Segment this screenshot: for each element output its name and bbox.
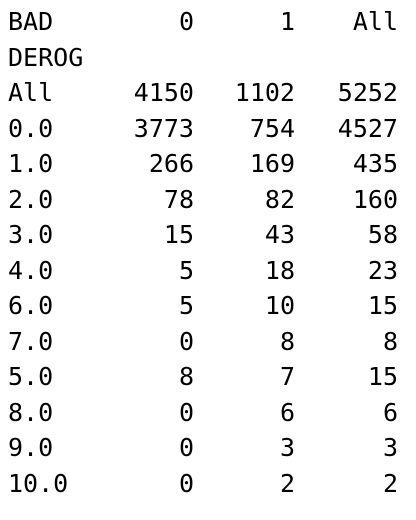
row-header-name: DEROG xyxy=(8,42,84,72)
row-index: 5.0 xyxy=(8,362,54,391)
cell-bad-0: 266 xyxy=(148,149,194,178)
cell-bad-0: 3773 xyxy=(133,113,194,143)
row-index: 3.0 xyxy=(8,220,54,249)
column-header-1: 1 xyxy=(279,7,295,36)
row-index: 8.0 xyxy=(8,397,54,427)
cell-all: 4527 xyxy=(337,113,398,143)
cell-all: 8 xyxy=(382,326,398,356)
cell-all: 3 xyxy=(382,433,398,462)
table-row: 0.0 3773 754 4527 xyxy=(8,111,398,147)
row-index: 6.0 xyxy=(8,291,54,320)
table-row: 3.0 15 43 58 xyxy=(8,217,398,253)
cell-all: 23 xyxy=(367,255,398,285)
row-index: All xyxy=(8,78,54,107)
cell-bad-0: 78 xyxy=(163,184,194,214)
cell-bad-1: 6 xyxy=(279,397,295,427)
table-row: 4.0 5 18 23 xyxy=(8,253,398,289)
table-row: 2.0 78 82 160 xyxy=(8,182,398,218)
cell-bad-1: 43 xyxy=(264,220,295,249)
cell-all: 160 xyxy=(352,184,398,214)
table-row: 8.0 0 6 6 xyxy=(8,395,398,431)
table-row: 1.0 266 169 435 xyxy=(8,146,398,182)
cell-bad-0: 8 xyxy=(178,362,194,391)
column-header-0: 0 xyxy=(178,7,194,36)
table-row: 7.0 0 8 8 xyxy=(8,324,398,360)
table-row: 5.0 8 7 15 xyxy=(8,359,398,395)
crosstab-output: BAD 0 1 All DEROG All 4150 1102 5252 0.0 3773… xyxy=(8,4,398,501)
table-row: 9.0 0 3 3 xyxy=(8,430,398,466)
cell-bad-1: 82 xyxy=(264,184,295,214)
row-header-row: DEROG xyxy=(8,40,398,76)
table-body: All 4150 1102 5252 0.0 3773 754 4527 1.0 266 169 43… xyxy=(8,75,398,501)
cell-bad-1: 8 xyxy=(279,326,295,356)
column-header-all: All xyxy=(352,7,398,36)
cell-bad-1: 1102 xyxy=(234,78,295,107)
cell-bad-0: 15 xyxy=(163,220,194,249)
cell-all: 5252 xyxy=(337,78,398,107)
cell-all: 435 xyxy=(352,149,398,178)
row-index: 10.0 xyxy=(8,468,69,498)
cell-all: 6 xyxy=(382,397,398,427)
table-row: All 4150 1102 5252 xyxy=(8,75,398,111)
table-row: 6.0 5 10 15 xyxy=(8,288,398,324)
cell-all: 2 xyxy=(382,468,398,498)
cell-bad-0: 0 xyxy=(178,468,194,498)
table-row: 10.0 0 2 2 xyxy=(8,466,398,502)
row-index: 2.0 xyxy=(8,184,54,214)
cell-all: 15 xyxy=(367,362,398,391)
cell-bad-0: 5 xyxy=(178,291,194,320)
row-index: 1.0 xyxy=(8,149,54,178)
row-index: 4.0 xyxy=(8,255,54,285)
row-index: 7.0 xyxy=(8,326,54,356)
cell-bad-1: 169 xyxy=(249,149,295,178)
cell-bad-0: 0 xyxy=(178,433,194,462)
cell-bad-1: 10 xyxy=(264,291,295,320)
row-index: 9.0 xyxy=(8,433,54,462)
cell-bad-1: 2 xyxy=(279,468,295,498)
column-header-name: BAD xyxy=(8,7,54,36)
column-header-row: BAD 0 1 All xyxy=(8,4,398,40)
cell-bad-0: 0 xyxy=(178,326,194,356)
cell-bad-0: 5 xyxy=(178,255,194,285)
cell-bad-0: 4150 xyxy=(133,78,194,107)
cell-bad-1: 3 xyxy=(279,433,295,462)
cell-bad-1: 18 xyxy=(264,255,295,285)
row-index: 0.0 xyxy=(8,113,54,143)
cell-bad-1: 754 xyxy=(249,113,295,143)
cell-all: 15 xyxy=(367,291,398,320)
cell-all: 58 xyxy=(367,220,398,249)
cell-bad-1: 7 xyxy=(279,362,295,391)
cell-bad-0: 0 xyxy=(178,397,194,427)
